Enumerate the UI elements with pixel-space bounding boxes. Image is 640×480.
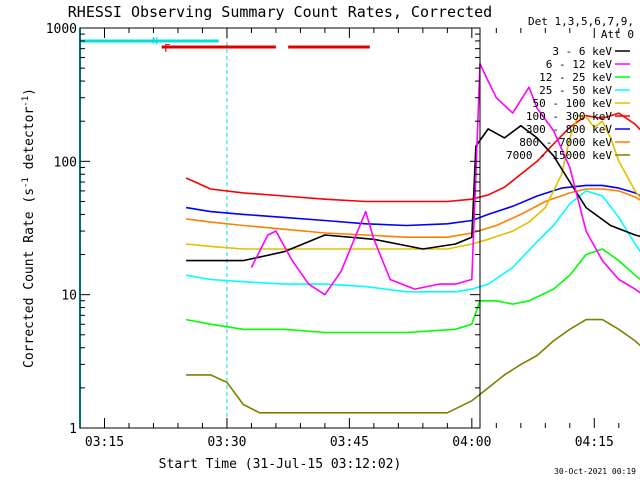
y-axis-label-exp1: -1 <box>21 177 31 188</box>
y-tick-label: 100 <box>54 155 77 170</box>
chart-title: RHESSI Observing Summary Count Rates, Co… <box>68 3 492 21</box>
series-line-2 <box>185 248 640 334</box>
y-tick-label: 1000 <box>46 22 77 37</box>
plot-frame <box>79 27 481 429</box>
y-axis-label-close: ) <box>22 88 37 96</box>
series-layer <box>185 62 640 414</box>
series-line-0 <box>186 124 640 262</box>
legend-label-6: 300 - 800 keV <box>526 123 612 136</box>
night-marker-label: N <box>152 36 158 47</box>
x-axis-label: Start Time (31-Jul-15 03:12:02) <box>159 457 402 472</box>
legend-label-2: 12 - 25 keV <box>539 71 612 84</box>
y-tick-label: 1 <box>69 422 77 437</box>
y-axis-label-unit: detector <box>22 107 37 178</box>
flare-marker-label: F <box>164 42 171 55</box>
y-tick-label: 10 <box>61 289 77 304</box>
x-tick-label: 03:30 <box>207 435 246 450</box>
legend-header-attenuator: Att 0 <box>601 28 634 41</box>
series-line-4 <box>186 114 640 250</box>
legend-header-detectors: Det 1,3,5,6,7,9, <box>528 15 634 28</box>
series-line-6 <box>185 184 640 227</box>
y-axis-label: Corrected Count Rate (s-1 detector-1) <box>21 88 37 368</box>
legend-label-7: 800 - 7000 keV <box>519 136 612 149</box>
series-line-5 <box>185 112 640 203</box>
footer-date: 30-Oct-2021 00:19 <box>554 467 636 476</box>
x-tick-label: 03:45 <box>330 435 369 450</box>
plot-area: NF 110100100003:1503:3003:4504:0004:1504… <box>46 22 640 450</box>
series-line-3 <box>185 190 640 293</box>
legend-label-0: 3 - 6 keV <box>552 45 612 58</box>
y-axis-label-exp2: -1 <box>21 96 31 107</box>
x-tick-label: 03:15 <box>85 435 124 450</box>
axes: 110100100003:1503:3003:4504:0004:1504:30… <box>46 22 620 450</box>
x-tick-label: 04:15 <box>575 435 614 450</box>
series-line-1 <box>250 62 640 296</box>
series-line-8 <box>186 318 640 414</box>
legend-label-5: 100 - 300 keV <box>526 110 612 123</box>
legend-label-3: 25 - 50 keV <box>539 84 612 97</box>
x-tick-label: 04:00 <box>452 435 491 450</box>
legend-label-8: 7000 - 15000 keV <box>506 149 612 162</box>
series-line-7 <box>185 188 640 238</box>
legend-label-1: 6 - 12 keV <box>546 58 613 71</box>
y-axis-label-text: Corrected Count Rate (s <box>22 188 37 368</box>
legend-label-4: 50 - 100 keV <box>533 97 613 110</box>
